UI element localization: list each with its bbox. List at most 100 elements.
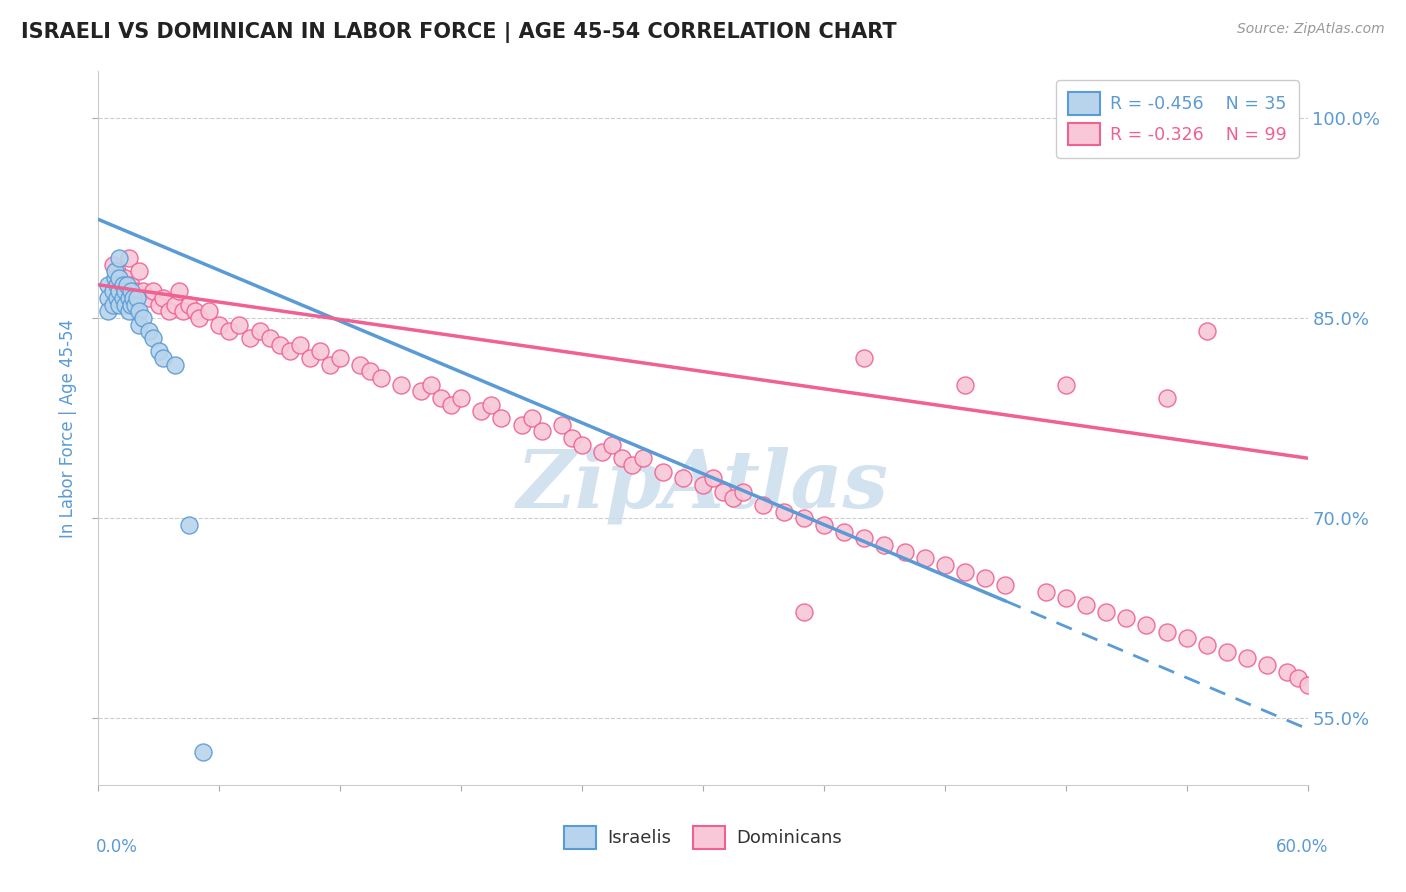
Point <box>259 331 281 345</box>
Point <box>114 285 136 299</box>
Point <box>128 264 150 278</box>
Point <box>132 311 155 326</box>
Point <box>118 304 141 318</box>
Point <box>853 531 876 545</box>
Point <box>97 291 120 305</box>
Point <box>1296 678 1319 692</box>
Point <box>692 478 714 492</box>
Point <box>389 377 412 392</box>
Point <box>142 331 165 345</box>
Point <box>278 344 301 359</box>
Point <box>1035 584 1057 599</box>
Point <box>329 351 352 365</box>
Point <box>1135 618 1157 632</box>
Point <box>188 311 211 326</box>
Point <box>148 344 170 359</box>
Point <box>128 304 150 318</box>
Point <box>193 745 215 759</box>
Point <box>994 578 1017 592</box>
Point <box>111 291 134 305</box>
Text: 0.0%: 0.0% <box>96 838 138 856</box>
Point <box>163 298 186 312</box>
Point <box>111 285 134 299</box>
Point <box>124 298 146 312</box>
Point <box>121 291 143 305</box>
Point <box>1054 377 1077 392</box>
Point <box>228 318 250 332</box>
Point <box>120 298 142 312</box>
Point <box>470 404 492 418</box>
Point <box>319 358 342 372</box>
Point <box>530 425 553 439</box>
Point <box>360 364 382 378</box>
Point <box>103 271 125 285</box>
Point <box>288 338 311 352</box>
Point <box>114 298 136 312</box>
Point <box>111 277 134 292</box>
Point <box>107 251 129 265</box>
Point <box>103 264 125 278</box>
Point <box>1054 591 1077 606</box>
Point <box>651 465 673 479</box>
Point <box>118 291 141 305</box>
Point <box>491 411 513 425</box>
Point <box>1156 391 1178 405</box>
Point <box>107 298 129 312</box>
Point <box>711 484 734 499</box>
Text: ISRAELI VS DOMINICAN IN LABOR FORCE | AGE 45-54 CORRELATION CHART: ISRAELI VS DOMINICAN IN LABOR FORCE | AG… <box>21 22 897 44</box>
Point <box>1216 644 1239 658</box>
Point <box>239 331 262 345</box>
Point <box>772 504 794 518</box>
Point <box>793 511 815 525</box>
Y-axis label: In Labor Force | Age 45-54: In Labor Force | Age 45-54 <box>59 318 77 538</box>
Point <box>953 565 976 579</box>
Point <box>1095 605 1118 619</box>
Point <box>114 271 136 285</box>
Point <box>179 298 201 312</box>
Point <box>621 458 644 472</box>
Point <box>132 285 155 299</box>
Point <box>853 351 876 365</box>
Point <box>142 285 165 299</box>
Point <box>1236 651 1258 665</box>
Point <box>115 277 138 292</box>
Point <box>561 431 583 445</box>
Point <box>1256 657 1278 672</box>
Point <box>953 377 976 392</box>
Point <box>167 285 190 299</box>
Point <box>105 291 128 305</box>
Point <box>120 277 142 292</box>
Text: Source: ZipAtlas.com: Source: ZipAtlas.com <box>1237 22 1385 37</box>
Point <box>1074 598 1097 612</box>
Point <box>520 411 543 425</box>
Point <box>733 484 755 499</box>
Point <box>631 451 654 466</box>
Point <box>370 371 392 385</box>
Point <box>1195 325 1218 339</box>
Point <box>208 318 231 332</box>
Point <box>105 277 128 292</box>
Text: ZipAtlas: ZipAtlas <box>517 447 889 524</box>
Point <box>873 538 896 552</box>
Point <box>349 358 371 372</box>
Point <box>172 304 194 318</box>
Point <box>163 358 186 372</box>
Point <box>752 498 775 512</box>
Point <box>97 304 120 318</box>
Point <box>125 291 148 305</box>
Point <box>152 291 174 305</box>
Point <box>269 338 291 352</box>
Point <box>107 271 129 285</box>
Point <box>101 258 124 272</box>
Point <box>299 351 322 365</box>
Point <box>152 351 174 365</box>
Point <box>105 264 128 278</box>
Point <box>551 417 574 432</box>
Legend: Israelis, Dominicans: Israelis, Dominicans <box>555 817 851 858</box>
Point <box>249 325 271 339</box>
Point <box>571 438 593 452</box>
Point <box>124 285 146 299</box>
Point <box>198 304 221 318</box>
Point <box>974 571 997 585</box>
Point <box>440 398 463 412</box>
